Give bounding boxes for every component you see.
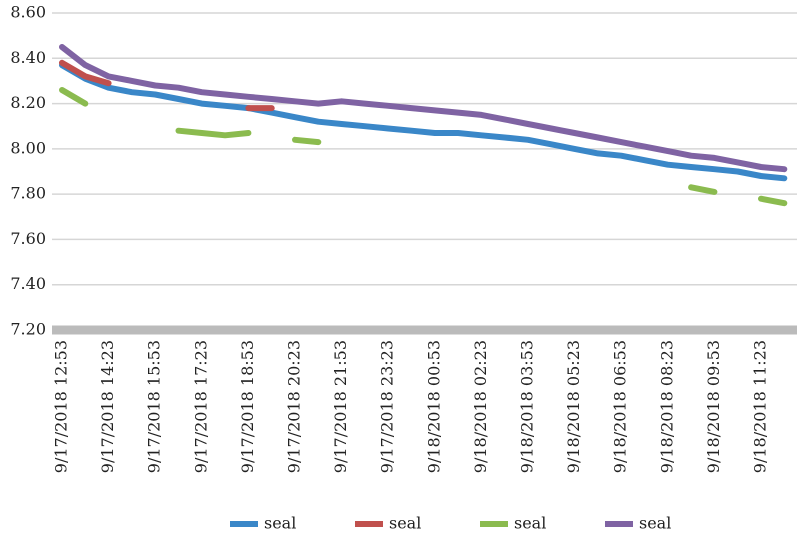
series-line [59, 44, 788, 173]
y-tick-label: 7.80 [10, 184, 46, 203]
x-tick-label: 9/17/2018 21:53 [331, 340, 350, 473]
x-tick-label: 9/17/2018 20:23 [285, 340, 304, 473]
legend-label: seal [264, 514, 296, 533]
x-tick-label: 9/18/2018 08:23 [657, 340, 676, 473]
series-line [758, 195, 788, 207]
series-line [175, 127, 252, 139]
x-tick-label: 9/17/2018 23:23 [378, 340, 397, 473]
series-line [688, 184, 718, 195]
series-line [59, 87, 89, 107]
series-line [292, 136, 322, 146]
legend-label: seal [639, 514, 671, 533]
x-tick-label: 9/17/2018 14:23 [98, 340, 117, 473]
y-tick-label: 8.20 [10, 93, 46, 112]
x-tick-label: 9/18/2018 11:23 [751, 340, 770, 473]
x-tick-label: 9/18/2018 06:53 [611, 340, 630, 473]
x-tick-label: 9/18/2018 09:53 [704, 340, 723, 473]
legend-label: seal [389, 514, 421, 533]
y-tick-label: 7.60 [10, 229, 46, 248]
x-tick-label: 9/17/2018 18:53 [238, 340, 257, 473]
y-tick-label: 7.40 [10, 274, 46, 293]
x-tick-label: 9/17/2018 12:53 [52, 340, 71, 473]
x-tick-label: 9/18/2018 05:23 [564, 340, 583, 473]
legend-item: seal [605, 514, 671, 533]
legend-label: seal [514, 514, 546, 533]
y-tick-label: 8.00 [10, 138, 46, 157]
y-tick-label: 7.20 [10, 320, 46, 339]
legend-item: seal [230, 514, 296, 533]
y-tick-label: 8.40 [10, 48, 46, 67]
series-line [59, 62, 788, 182]
series-line [59, 59, 112, 87]
y-tick-label: 8.60 [10, 3, 46, 22]
x-tick-label: 9/17/2018 15:53 [145, 340, 164, 473]
x-tick-label: 9/18/2018 03:53 [518, 340, 537, 473]
x-tick-label: 9/17/2018 17:23 [191, 340, 210, 473]
x-tick-label: 9/18/2018 00:53 [424, 340, 443, 473]
legend-item: seal [355, 514, 421, 533]
x-tick-label: 9/18/2018 02:23 [471, 340, 490, 473]
legend-item: seal [480, 514, 546, 533]
